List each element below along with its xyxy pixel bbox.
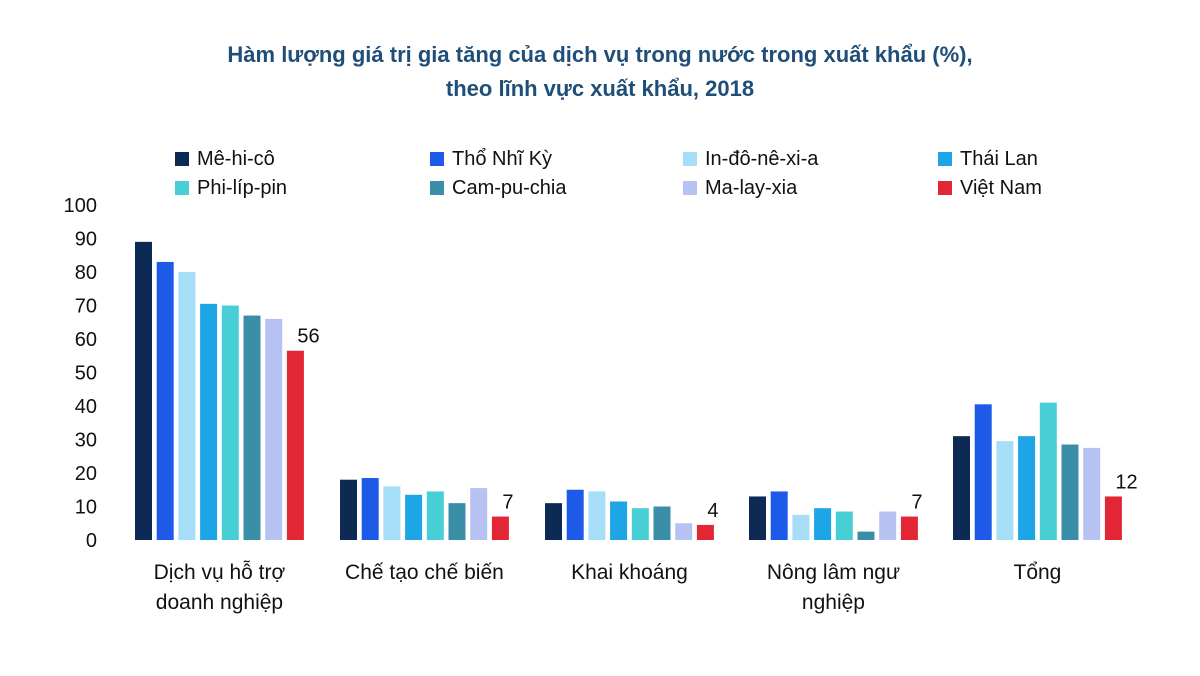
bar: [792, 514, 810, 540]
chart-title: Hàm lượng giá trị gia tăng của dịch vụ t…: [0, 38, 1200, 106]
bar: [265, 318, 283, 540]
bar: [200, 303, 218, 540]
bar: [1039, 402, 1057, 540]
bar: [749, 496, 766, 540]
legend-label: In-đô-nê-xi-a: [705, 148, 819, 170]
bar: [879, 511, 897, 540]
legend-label: Mê-hi-cô: [197, 148, 275, 170]
bar: [470, 488, 488, 540]
bar: [243, 315, 261, 540]
bar: [1018, 436, 1036, 540]
bar: [178, 272, 196, 540]
legend-swatch: [175, 181, 189, 195]
y-tick-label: 80: [75, 262, 97, 284]
legend-swatch: [683, 181, 697, 195]
bar: [566, 489, 584, 540]
bar: [835, 511, 853, 540]
legend-swatch: [683, 152, 697, 166]
data-label: 56: [297, 326, 319, 348]
bar: [545, 503, 562, 540]
y-tick-label: 70: [75, 296, 97, 318]
y-tick-label: 100: [64, 195, 97, 217]
data-label: 7: [502, 492, 513, 514]
y-tick-label: 50: [75, 363, 97, 385]
category-label: nghiệp: [802, 591, 865, 614]
bar: [631, 508, 649, 540]
y-tick-label: 40: [75, 396, 97, 418]
bar: [675, 523, 693, 540]
bar: [696, 524, 714, 540]
legend-label: Việt Nam: [960, 177, 1042, 199]
bar: [1104, 496, 1122, 540]
bar: [1061, 444, 1079, 540]
y-tick-label: 90: [75, 229, 97, 251]
bar: [448, 503, 466, 540]
legend-swatch: [430, 181, 444, 195]
bar: [996, 441, 1014, 540]
bar: [953, 436, 970, 540]
data-label: 4: [707, 500, 718, 522]
bar: [1083, 447, 1101, 540]
bar: [221, 305, 239, 540]
bar: [900, 516, 918, 540]
bar: [426, 491, 444, 540]
bar: [653, 506, 671, 540]
bar: [361, 478, 379, 540]
legend-label: Ma-lay-xia: [705, 177, 798, 199]
bar: [286, 350, 304, 540]
legend-swatch: [175, 152, 189, 166]
bar: [383, 486, 401, 540]
category-label: Chế tạo chế biến: [345, 561, 504, 584]
category-label: Nông lâm ngư: [767, 561, 900, 584]
legend-swatch: [938, 181, 952, 195]
bar: [135, 241, 152, 540]
data-label: 12: [1115, 471, 1137, 493]
bar: [340, 479, 357, 540]
category-label: Tổng: [1014, 561, 1062, 584]
legend-label: Thổ Nhĩ Kỳ: [452, 148, 552, 170]
category-label: Dịch vụ hỗ trợ: [154, 561, 286, 584]
y-tick-label: 10: [75, 497, 97, 519]
bar: [491, 516, 509, 540]
chart-title-line-2: theo lĩnh vực xuất khẩu, 2018: [445, 76, 755, 101]
y-tick-label: 20: [75, 463, 97, 485]
bar: [857, 531, 875, 540]
bar: [156, 261, 174, 540]
legend-label: Cam-pu-chia: [452, 177, 567, 199]
chart-title-line-1: Hàm lượng giá trị gia tăng của dịch vụ t…: [227, 42, 973, 67]
bar: [405, 494, 423, 540]
bar: [974, 404, 992, 540]
category-label: doanh nghiệp: [156, 591, 283, 614]
y-tick-label: 0: [86, 530, 97, 552]
y-tick-label: 60: [75, 329, 97, 351]
legend-label: Thái Lan: [960, 148, 1038, 170]
bar: [588, 491, 606, 540]
bar: [814, 508, 832, 540]
bar: [610, 501, 628, 540]
bar: [770, 491, 788, 540]
legend-swatch: [430, 152, 444, 166]
legend-label: Phi-líp-pin: [197, 177, 287, 199]
data-label: 7: [911, 492, 922, 514]
category-label: Khai khoáng: [571, 561, 688, 584]
y-tick-label: 30: [75, 430, 97, 452]
legend-swatch: [938, 152, 952, 166]
